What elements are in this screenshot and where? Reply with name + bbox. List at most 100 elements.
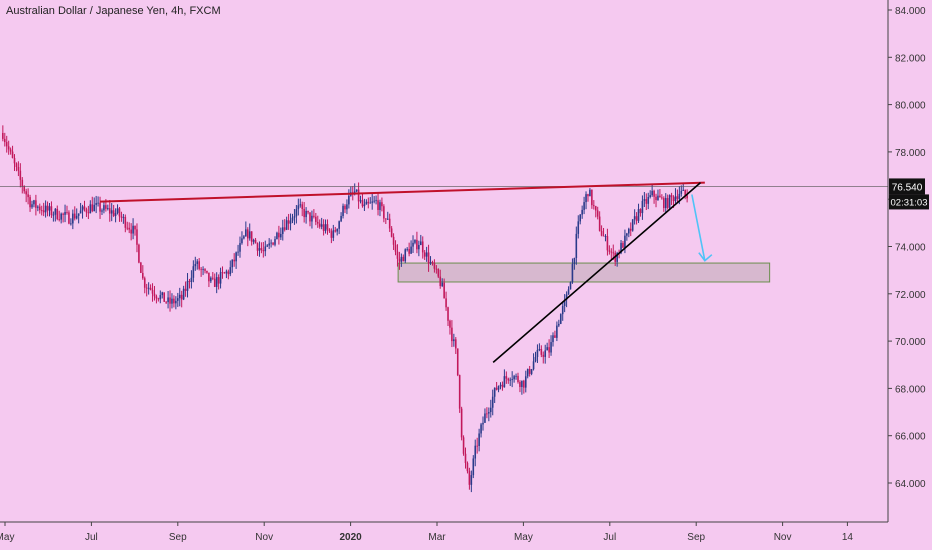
candle-body (320, 224, 323, 227)
candle-body (589, 189, 591, 197)
candle-body (99, 202, 101, 212)
demand-zone[interactable] (397, 262, 771, 283)
candle-body (686, 195, 688, 199)
candle-body (291, 217, 294, 221)
candle-body (221, 272, 224, 274)
candle-body (140, 262, 142, 273)
candle-body (237, 251, 239, 253)
candle-body (13, 157, 16, 164)
trend-line[interactable] (492, 182, 702, 363)
candle-body (301, 204, 304, 209)
candle-body (550, 342, 552, 353)
candle-body (173, 298, 175, 304)
forecast-arrow[interactable] (691, 194, 706, 261)
candle-body (472, 458, 475, 476)
candle-body (33, 200, 35, 205)
candle-body (441, 282, 443, 287)
x-tick-label: May (0, 532, 14, 543)
candle-body (663, 198, 665, 209)
candle-body (478, 433, 480, 447)
resistance-line[interactable] (100, 181, 705, 203)
candle-body (248, 231, 251, 239)
candle-body (388, 218, 391, 229)
candle-body (495, 387, 498, 390)
candle-body (153, 293, 156, 297)
candle-body (124, 216, 127, 228)
candle-body (530, 369, 533, 374)
candle-body (526, 369, 529, 377)
candle-body (75, 215, 78, 219)
candle-body (324, 224, 327, 231)
candle-body (536, 349, 539, 357)
candle-body (344, 205, 346, 210)
chart-title: Australian Dollar / Japanese Yen, 4h, FX… (6, 5, 221, 17)
candle-body (400, 256, 403, 262)
candle-body (165, 301, 167, 303)
forecast-arrow-head (698, 252, 713, 262)
candle-body (50, 206, 53, 216)
candle-body (37, 206, 39, 208)
candle-body (509, 379, 512, 381)
candle-body (643, 199, 646, 201)
price-tag (889, 178, 925, 195)
candle-body (433, 262, 436, 269)
candle-body (645, 199, 648, 204)
candle-body (670, 195, 673, 198)
x-tick-label: Nov (774, 532, 792, 543)
candle-body (437, 269, 440, 277)
candle-body (583, 202, 585, 210)
x-tick-label: May (514, 532, 533, 543)
candle-body (340, 215, 342, 222)
candle-body (464, 453, 467, 463)
candle-body (449, 320, 451, 328)
candle-body (523, 380, 525, 388)
countdown-tag (889, 194, 929, 210)
candle-body (579, 214, 582, 222)
candle-body (486, 413, 488, 415)
candle-body (561, 305, 564, 315)
candle-body (420, 241, 422, 246)
candle-body (394, 244, 397, 252)
candle-body (598, 216, 601, 231)
candle-body (171, 298, 173, 304)
candle-body (136, 229, 138, 245)
y-tick-label: 66.000 (895, 432, 926, 443)
candle-body (93, 204, 96, 212)
candle-body (528, 369, 531, 374)
candle-body (83, 206, 86, 210)
candle-body (103, 205, 105, 211)
candle-body (287, 220, 290, 224)
candle-body (571, 264, 574, 283)
candle-body (200, 268, 202, 270)
candle-body (272, 242, 274, 245)
candle-body (524, 376, 527, 388)
candle-body (159, 295, 162, 300)
candle-body (132, 225, 134, 234)
candle-body (182, 288, 185, 300)
candle-body (664, 198, 667, 209)
candle-body (62, 213, 64, 215)
candle-body (64, 212, 66, 215)
candle-body (402, 256, 405, 262)
candle-body (231, 259, 234, 268)
candle-body (431, 262, 434, 263)
x-tick-label: Sep (169, 532, 187, 543)
candle-body (254, 239, 257, 244)
y-tick-label: 68.000 (895, 384, 926, 395)
candle-body (534, 356, 537, 362)
candle-body (274, 239, 276, 245)
candle-body (513, 376, 515, 380)
candle-body (126, 227, 129, 229)
candle-body (46, 205, 49, 211)
candle-body (684, 189, 686, 196)
candle-body (610, 251, 613, 253)
candle-body (659, 195, 661, 198)
candle-body (264, 246, 267, 252)
candle-body (489, 407, 492, 413)
candle-body (180, 294, 183, 300)
candle-body (29, 197, 31, 208)
candle-body (110, 210, 113, 214)
y-tick-label: 70.000 (895, 337, 926, 348)
